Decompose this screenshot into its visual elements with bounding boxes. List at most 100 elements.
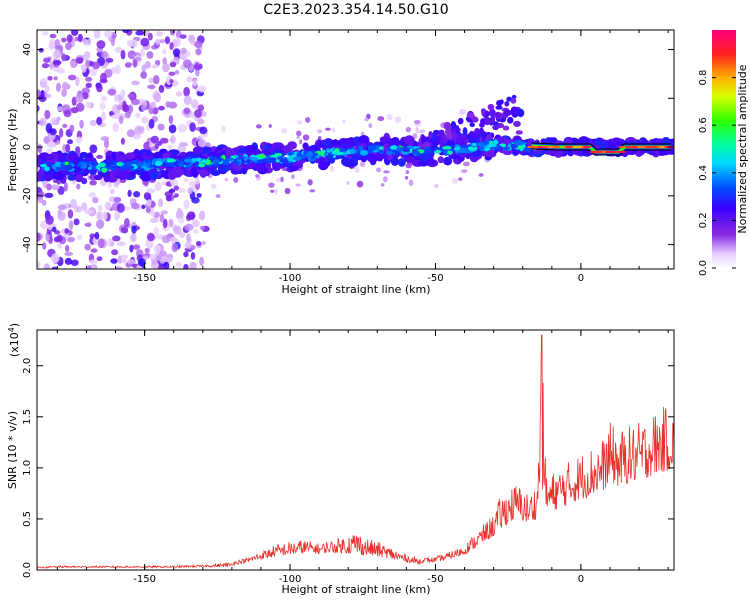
noise-blob: [87, 265, 92, 269]
noise-blob: [89, 259, 98, 265]
noise-blob: [180, 47, 187, 55]
noise-blob: [354, 166, 360, 174]
ridge-core: [105, 162, 113, 166]
ridge-halo: [492, 121, 499, 126]
noise-blob: [184, 241, 192, 249]
noise-blob: [75, 146, 81, 156]
noise-blob: [116, 203, 125, 213]
colorbar-label: Normalized spectral amplitude: [736, 64, 749, 233]
ridge-core: [390, 145, 398, 150]
ridge-halo: [421, 135, 426, 144]
noise-blob: [132, 244, 141, 250]
noise-blob: [419, 129, 426, 134]
noise-blob: [46, 141, 55, 148]
ridge-halo: [513, 120, 521, 128]
ridge-halo: [151, 171, 160, 179]
noise-blob: [85, 101, 92, 109]
ridge-halo: [658, 150, 667, 156]
noise-blob: [109, 188, 115, 195]
noise-blob: [100, 72, 107, 83]
noise-blob: [162, 57, 168, 65]
noise-blob: [146, 199, 152, 207]
noise-blob: [195, 240, 202, 247]
ridge-core: [274, 152, 283, 157]
noise-blob: [42, 242, 47, 250]
ridge-halo: [492, 124, 499, 131]
noise-blob: [296, 135, 300, 139]
noise-blob: [112, 123, 120, 133]
noise-blob: [270, 189, 275, 193]
noise-blob: [112, 235, 121, 242]
noise-blob: [154, 92, 162, 103]
colorbar-tick-label: 0.8: [698, 70, 709, 86]
noise-blob: [65, 42, 72, 51]
snr-y-label: SNR (10 * v/v): [6, 411, 19, 489]
ridge-halo: [518, 111, 523, 116]
ridge-core: [442, 146, 450, 150]
ridge-halo: [124, 152, 136, 160]
noise-blob: [342, 120, 346, 124]
noise-blob: [130, 98, 140, 106]
ridge-core: [51, 163, 57, 170]
noise-blob: [102, 210, 108, 221]
noise-blob: [147, 32, 153, 41]
ridge-halo: [115, 155, 127, 165]
noise-blob: [135, 112, 141, 119]
ridge-core: [177, 161, 185, 167]
noise-blob: [123, 217, 130, 228]
ridge-halo: [487, 103, 495, 111]
noise-blob: [183, 59, 192, 69]
noise-blob: [127, 259, 137, 265]
noise-blob: [176, 207, 182, 214]
noise-blob: [49, 33, 57, 39]
noise-blob: [155, 234, 164, 240]
noise-blob: [178, 217, 185, 224]
ridge-peak: [540, 145, 549, 149]
ridge-core: [461, 144, 467, 149]
noise-blob: [124, 62, 132, 68]
ridge-halo: [466, 112, 475, 118]
noise-blob: [159, 257, 166, 264]
snr-y-axis: 0.0 0.5 1.0 1.5 2.0: [22, 358, 674, 578]
ridge-halo: [74, 173, 84, 183]
noise-blob: [55, 82, 62, 93]
ridge-core: [87, 166, 93, 170]
noise-blob: [359, 161, 366, 168]
noise-blob: [65, 244, 70, 252]
ridge-peak: [615, 150, 627, 154]
noise-blob: [192, 78, 198, 87]
noise-blob: [186, 233, 192, 243]
ridge-halo: [673, 142, 674, 144]
noise-blob: [53, 76, 58, 81]
ridge-core: [339, 147, 345, 153]
noise-blob: [134, 125, 144, 135]
noise-blob: [38, 47, 44, 53]
noise-blob: [189, 261, 197, 269]
noise-blob: [165, 101, 171, 108]
noise-blob: [100, 95, 108, 102]
noise-blob: [44, 84, 50, 94]
ridge-halo: [674, 143, 681, 149]
ridge-core: [349, 148, 357, 155]
noise-blob: [186, 211, 196, 220]
noise-blob: [404, 175, 409, 180]
noise-blob: [96, 116, 103, 126]
ridge-halo: [397, 158, 406, 167]
noise-blob: [50, 117, 59, 126]
ridge-halo: [494, 111, 501, 120]
noise-blob: [192, 228, 199, 234]
noise-blob: [284, 187, 291, 195]
noise-blob: [189, 122, 196, 132]
noise-blob: [114, 211, 121, 220]
noise-blob: [57, 106, 63, 112]
noise-blob: [183, 95, 192, 106]
ridge-halo: [503, 109, 512, 117]
noise-blob: [299, 139, 303, 145]
noise-blob: [47, 225, 53, 231]
ridge-core: [225, 157, 234, 161]
noise-blob: [76, 234, 83, 241]
ridge-halo: [145, 149, 152, 157]
noise-blob: [81, 202, 88, 212]
noise-blob: [215, 194, 221, 199]
ridge-halo: [287, 141, 298, 150]
